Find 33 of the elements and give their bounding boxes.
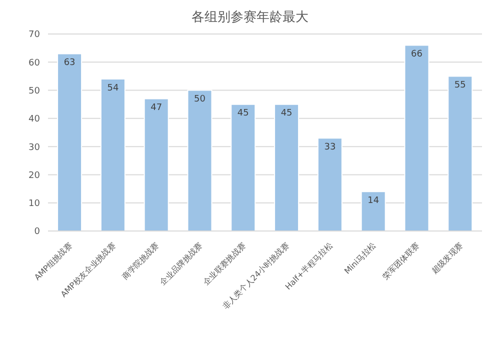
data-label: 47 (150, 103, 162, 114)
y-tick-label: 50 (28, 86, 40, 96)
x-tick-label: 企业品牌挑战赛 (158, 240, 204, 287)
data-label: 45 (237, 108, 249, 119)
bar (187, 90, 212, 231)
y-tick-label: 10 (28, 199, 40, 210)
data-label: 50 (194, 94, 206, 105)
data-label: 33 (324, 142, 336, 153)
x-tick-label: 超级发现赛 (430, 240, 465, 276)
bar (448, 76, 473, 231)
bar (317, 138, 342, 231)
data-label: 55 (454, 80, 466, 91)
x-tick-label: 商学院挑战赛 (120, 240, 161, 282)
bar (230, 104, 256, 231)
bar (360, 191, 386, 231)
data-label: 63 (64, 58, 76, 68)
bar (57, 53, 82, 231)
data-label: 66 (411, 50, 423, 60)
y-tick-label: 0 (34, 227, 40, 238)
bar (144, 98, 169, 231)
x-tick-label: 荣军团体联赛 (380, 240, 422, 282)
bar (100, 78, 126, 231)
bar (404, 44, 430, 231)
bar (274, 104, 300, 231)
y-tick-label: 70 (28, 30, 40, 40)
data-label: 14 (368, 196, 380, 206)
y-tick-label: 30 (28, 142, 40, 153)
y-tick-label: 60 (28, 58, 40, 68)
data-label: 45 (280, 108, 292, 119)
y-tick-label: 20 (28, 170, 40, 181)
y-tick-label: 40 (28, 114, 40, 125)
chart-title: 各组别参赛年龄最大 (190, 9, 310, 26)
data-label: 54 (107, 83, 119, 94)
